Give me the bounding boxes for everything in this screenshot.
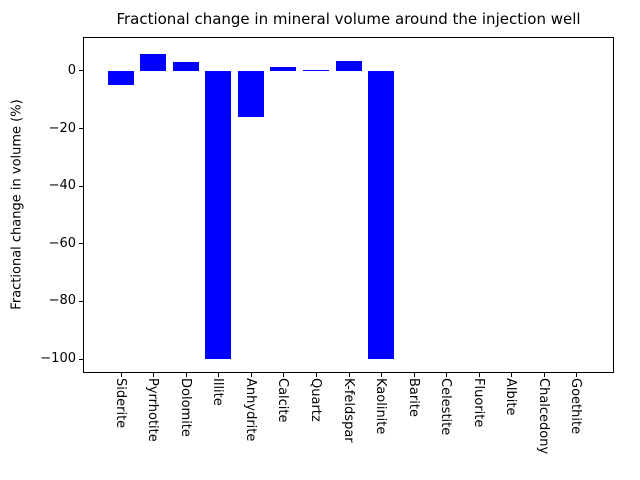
- x-tick-mark: [283, 372, 285, 377]
- x-tick-label-dolomite: Dolomite: [177, 377, 193, 437]
- x-tick-mark: [153, 372, 155, 377]
- bar-anhydrite: [237, 70, 264, 117]
- x-tick-label-goethite: Goethite: [568, 377, 584, 434]
- y-tick-mark: [79, 358, 83, 360]
- x-tick-mark: [413, 372, 415, 377]
- y-axis-label: Fractional change in volume (%): [9, 99, 25, 310]
- x-tick-label-illite: Illite: [210, 377, 226, 406]
- x-tick-label-chalcedony: Chalcedony: [535, 377, 551, 454]
- y-tick-mark: [79, 185, 83, 187]
- x-tick-label-pyrrhotite: Pyrrhotite: [145, 377, 161, 442]
- x-tick-mark: [511, 372, 513, 377]
- y-tick-label: −80: [48, 293, 76, 309]
- x-tick-mark: [478, 372, 480, 377]
- x-tick-label-fluorite: Fluorite: [470, 377, 486, 427]
- bar-calcite: [270, 66, 297, 71]
- x-tick-mark: [185, 372, 187, 377]
- y-tick-mark: [79, 70, 83, 72]
- x-tick-mark: [218, 372, 220, 377]
- y-tick-mark: [79, 128, 83, 129]
- bar-pyrrhotite: [140, 53, 167, 71]
- y-tick-label: −40: [48, 178, 76, 194]
- x-tick-mark: [576, 372, 578, 377]
- chart-title: Fractional change in mineral volume arou…: [116, 10, 581, 28]
- x-tick-label-calcite: Calcite: [275, 377, 291, 423]
- x-tick-label-kaolinite: Kaolinite: [373, 377, 389, 434]
- x-tick-mark: [315, 372, 317, 377]
- x-tick-mark: [250, 372, 252, 377]
- x-tick-label-celestite: Celestite: [438, 377, 454, 435]
- bar-quartz: [302, 69, 329, 71]
- x-tick-label-anhydrite: Anhydrite: [242, 377, 258, 441]
- y-tick-label: −100: [40, 351, 76, 366]
- x-tick-mark: [446, 372, 448, 377]
- bar-kaolinite: [368, 70, 394, 359]
- y-tick-mark: [79, 300, 83, 302]
- x-tick-label-barite: Barite: [405, 377, 421, 417]
- x-tick-label-siderite: Siderite: [112, 377, 128, 428]
- y-tick-label: −20: [48, 120, 76, 136]
- x-tick-label-quartz: Quartz: [307, 377, 323, 422]
- x-tick-mark: [381, 372, 383, 377]
- bar-siderite: [107, 70, 134, 86]
- y-tick-mark: [79, 243, 83, 245]
- x-tick-label-k-feldspar: K-feldspar: [340, 377, 356, 443]
- x-tick-mark: [348, 372, 350, 377]
- plot-area: [83, 37, 614, 373]
- bar-k-feldspar: [335, 60, 362, 71]
- x-tick-mark: [543, 372, 545, 377]
- y-tick-label: 0: [67, 62, 76, 78]
- bar-illite: [205, 70, 232, 359]
- bar-dolomite: [172, 62, 199, 71]
- x-tick-label-albite: Albite: [503, 377, 519, 415]
- x-tick-mark: [120, 372, 122, 377]
- y-tick-label: −60: [48, 235, 76, 251]
